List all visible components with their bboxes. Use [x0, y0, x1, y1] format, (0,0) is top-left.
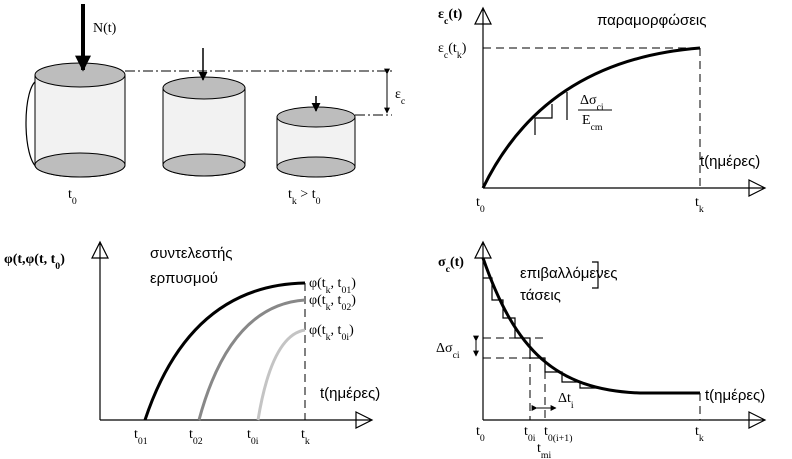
text-part: (t) — [450, 255, 464, 270]
text-part: ) — [349, 323, 354, 338]
tick-label: t0 — [476, 424, 485, 444]
subscript: c — [401, 96, 406, 107]
subscript: 0 — [316, 196, 321, 207]
plot-title: τάσεις — [520, 287, 561, 304]
subscript: 0(i+1) — [548, 433, 573, 444]
subscript: 0i — [251, 436, 259, 447]
subscript: 0 — [480, 433, 485, 444]
y-axis — [475, 242, 491, 420]
tick-label: tk — [695, 424, 704, 444]
y-axis — [475, 8, 491, 188]
text-part: N(t) — [93, 21, 117, 36]
subscript: ci — [597, 102, 604, 113]
subscript: 0 — [480, 204, 485, 215]
x-axis-label: t(ημέρες) — [700, 153, 760, 170]
cylinder-base — [163, 154, 245, 176]
strain-plot: εc(t) παραμορφώσεις εc(tk) Δσci Ecm t(ημ… — [438, 7, 765, 215]
x-axis-label: t(ημέρες) — [705, 387, 765, 404]
text-part: E — [582, 113, 591, 128]
text-part: , t — [331, 293, 342, 308]
subscript: mi — [541, 450, 552, 459]
text-part: ) — [462, 41, 467, 56]
creep-curve — [258, 330, 305, 420]
value-label: εc(tk) — [438, 41, 467, 61]
x-axis — [483, 180, 765, 196]
text-part: φ(t — [309, 293, 326, 308]
plot-title: ερπυσμού — [150, 270, 218, 287]
time-label: tk > t0 — [288, 187, 321, 207]
tick-label: t02 — [189, 427, 203, 447]
text-part: επιβαλλόμενες — [520, 265, 618, 282]
subscript: 0 — [72, 196, 77, 207]
subscript: 0i — [528, 433, 536, 444]
y-axis-label: σc(t) — [438, 255, 464, 275]
text-part: t(ημέρες) — [705, 387, 765, 404]
y-axis-label: εc(t) — [438, 7, 463, 27]
text-part: (t — [448, 41, 457, 56]
y-axis — [92, 242, 108, 420]
tick-label: t0i — [247, 427, 259, 447]
text-part: ) — [60, 252, 65, 267]
plot-title: συντελεστής — [150, 245, 233, 262]
curve-label: φ(tk, t0i) — [309, 323, 354, 343]
text-part: , t — [331, 323, 342, 338]
text-part: φ(t,φ(t, t — [4, 252, 56, 267]
subscript: k — [305, 436, 310, 447]
text-part: τάσεις — [520, 287, 561, 304]
tick-label: t0 — [476, 195, 485, 215]
text-part: φ(t — [309, 323, 326, 338]
stress-plot: σc(t) επιβαλλόμενες τάσεις Δσci Δti t(ημ… — [436, 242, 765, 459]
subscript: cm — [591, 122, 603, 133]
text-part: t(ημέρες) — [700, 153, 760, 170]
subscript: 01 — [138, 436, 148, 447]
plot-title: παραμορφώσεις — [597, 12, 706, 29]
text-part: παραμορφώσεις — [597, 12, 706, 29]
y-axis-label: φ(t,φ(t, t0) — [4, 252, 65, 272]
cylinder-top — [35, 63, 125, 87]
text-part: συντελεστής — [150, 245, 233, 262]
subscript: 02 — [193, 436, 203, 447]
subscript: i — [571, 400, 574, 411]
strain-label: εc — [395, 87, 406, 107]
tick-label: t0i — [524, 424, 536, 444]
subscript: 01 — [341, 285, 351, 296]
figure: N(t) εc t0 tk > t0 εc(t) παραμορφώσεις ε… — [0, 0, 792, 459]
curve-label: φ(tk, t02) — [309, 293, 356, 313]
text-part: t(ημέρες) — [320, 385, 380, 402]
text-part: Δt — [558, 391, 571, 406]
text-part: Δσ — [580, 93, 597, 108]
text-part: ερπυσμού — [150, 270, 218, 287]
text-part: ) — [351, 293, 356, 308]
tick-label: tk — [301, 427, 310, 447]
x-axis-label: t(ημέρες) — [320, 385, 380, 402]
delta-label: Δσci — [436, 341, 460, 361]
text-part: > t — [297, 187, 316, 202]
x-axis — [100, 412, 372, 428]
cylinders: N(t) εc t0 tk > t0 — [26, 4, 406, 207]
subscript: k — [699, 433, 704, 444]
tick-label: t01 — [134, 427, 148, 447]
text-part: ) — [351, 276, 356, 291]
load-label: N(t) — [93, 21, 117, 36]
text-part: (t) — [448, 7, 462, 22]
cylinder-base — [35, 153, 125, 177]
cylinder-top — [163, 77, 245, 99]
delta-label: Δti — [558, 391, 574, 411]
subscript: 02 — [341, 302, 351, 313]
cylinder-base — [277, 157, 355, 177]
creep-curve — [199, 300, 305, 420]
fraction-denominator: Ecm — [582, 113, 603, 133]
subscript: k — [699, 204, 704, 215]
tick-label: tmi — [537, 441, 552, 459]
strain-curve — [483, 48, 700, 188]
text-part: , t — [331, 276, 342, 291]
creep-plot: φ(t,φ(t, t0) συντελεστής ερπυσμού φ(tk, … — [4, 242, 380, 447]
text-part: Δσ — [436, 341, 453, 356]
text-part: φ(t — [309, 276, 326, 291]
tick-label: t0(i+1) — [544, 424, 572, 444]
subscript: ci — [453, 350, 460, 361]
time-label: t0 — [68, 187, 77, 207]
tick-label: tk — [695, 195, 704, 215]
plot-title: επιβαλλόμενες — [520, 265, 618, 282]
